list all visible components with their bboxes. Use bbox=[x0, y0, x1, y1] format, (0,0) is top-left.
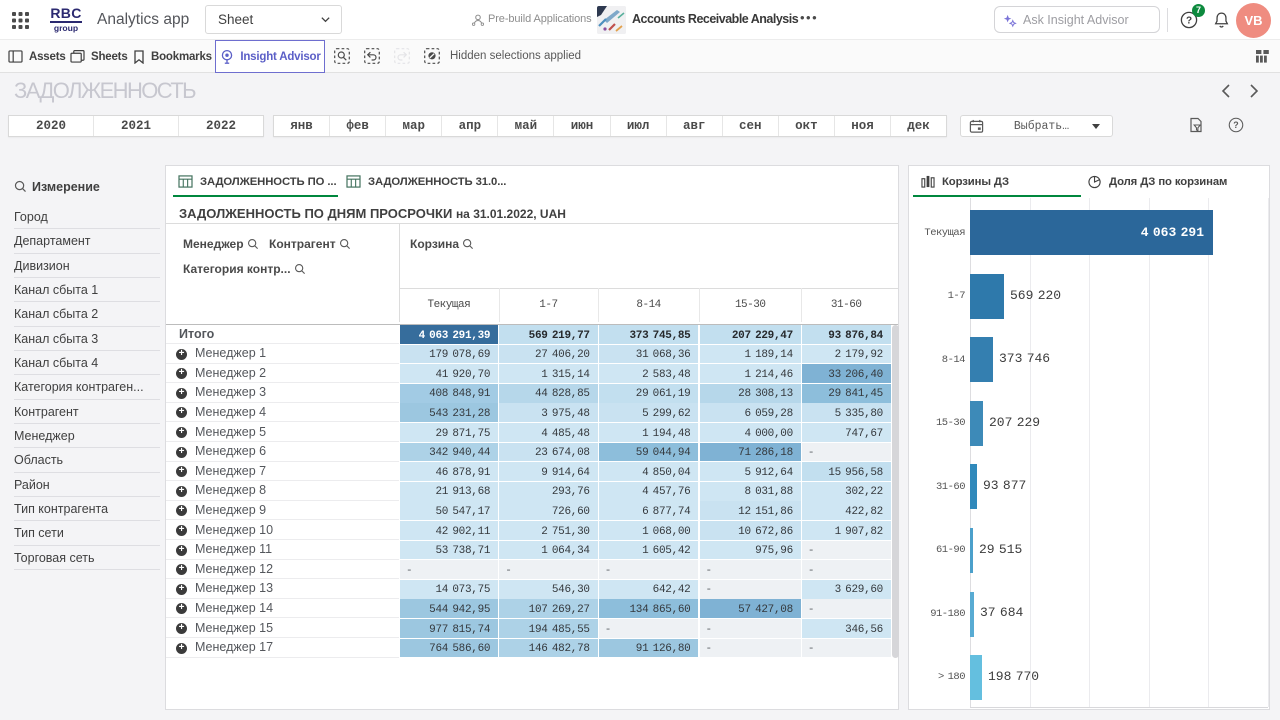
svg-text:?: ? bbox=[1233, 120, 1238, 130]
svg-text:?: ? bbox=[1186, 16, 1192, 27]
